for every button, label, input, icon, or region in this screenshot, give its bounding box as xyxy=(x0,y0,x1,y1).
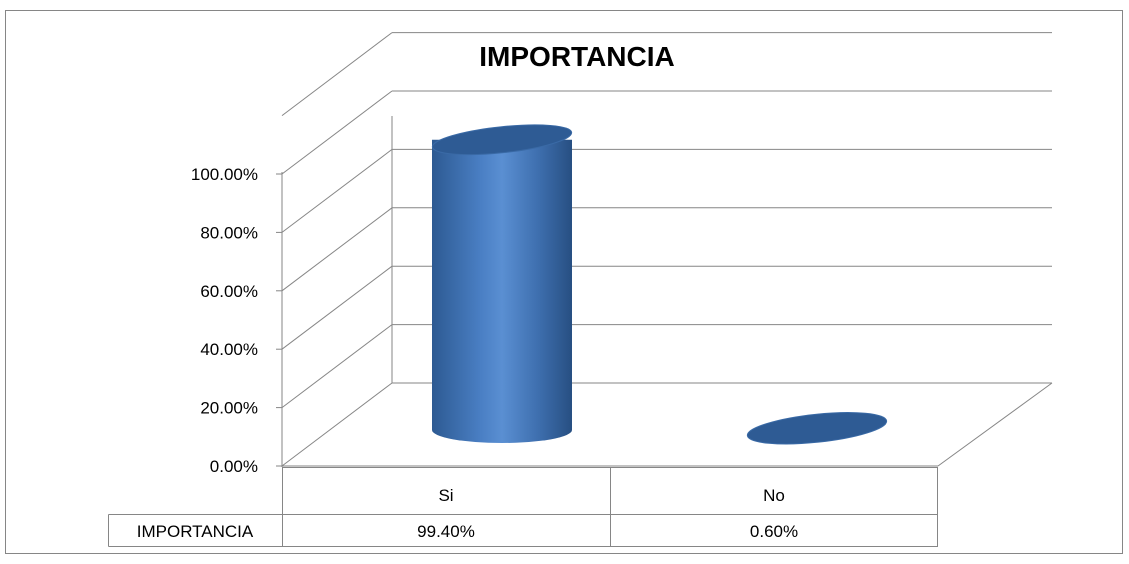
y-tick-label: 20.00% xyxy=(200,399,258,418)
gridline-side xyxy=(281,32,393,116)
data-table-header-si: Si xyxy=(438,486,453,505)
y-tick-label: 0.00% xyxy=(210,457,258,476)
gridline-side xyxy=(281,265,393,350)
gridline-side xyxy=(281,149,393,233)
bar-si xyxy=(431,124,573,443)
bar-no xyxy=(746,412,888,445)
gridline-side xyxy=(281,207,393,292)
data-table-header-no: No xyxy=(763,486,785,505)
data-table: Si No IMPORTANCIA 99.40% 0.60% xyxy=(108,467,938,547)
gridline-side xyxy=(281,90,393,175)
gridline-side xyxy=(281,324,393,408)
y-axis-tick-labels: 0.00% 20.00% 40.00% 60.00% 80.00% 100.00% xyxy=(191,165,258,476)
bars xyxy=(431,124,888,445)
chart-title: IMPORTANCIA xyxy=(479,41,674,72)
data-table-value-si: 99.40% xyxy=(417,522,475,541)
cylinder-body xyxy=(432,139,572,443)
y-tick-label: 100.00% xyxy=(191,165,258,184)
cylinder-top xyxy=(431,124,573,156)
floor-right-edge xyxy=(937,382,1053,467)
y-tick-label: 40.00% xyxy=(200,340,258,359)
y-tick-label: 80.00% xyxy=(200,223,258,242)
y-tick-label: 60.00% xyxy=(200,282,258,301)
floor-left-edge xyxy=(281,382,393,467)
data-table-series-label: IMPORTANCIA xyxy=(137,522,254,541)
data-table-value-no: 0.60% xyxy=(750,522,798,541)
cylinder-top xyxy=(746,412,888,445)
